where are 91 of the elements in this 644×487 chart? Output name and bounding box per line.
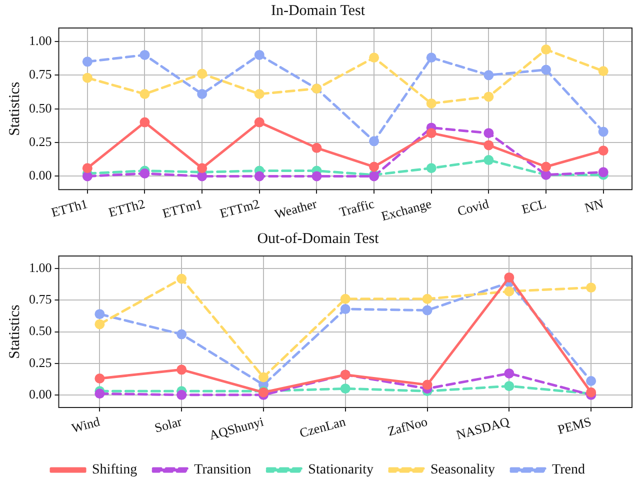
x-tick-label: Exchange <box>380 196 434 224</box>
y-tick-label: 1.00 <box>29 32 52 48</box>
point <box>197 68 208 79</box>
point <box>369 162 380 172</box>
point <box>426 163 436 174</box>
point <box>598 167 608 178</box>
point <box>176 390 187 400</box>
y-tick-label: 0.50 <box>29 323 52 338</box>
y-tick-label: 0.25 <box>29 134 52 149</box>
y-tick-label: 0.50 <box>29 100 52 116</box>
point <box>504 272 514 282</box>
y-tick-label: 0.00 <box>29 386 52 402</box>
x-tick-label: CzenLan <box>298 414 348 440</box>
point <box>586 376 596 386</box>
point <box>197 89 208 100</box>
x-tick-label: ETTh1 <box>50 196 90 220</box>
point <box>484 155 494 166</box>
point <box>140 50 150 60</box>
point <box>94 309 105 320</box>
point <box>504 286 514 296</box>
chart-title: Out-of-Domain Test <box>257 230 380 247</box>
x-tick-label: Wind <box>70 414 102 436</box>
x-tick-label: Solar <box>152 414 184 436</box>
legend-label: Trend <box>552 462 585 478</box>
point <box>82 56 92 67</box>
point <box>254 117 264 128</box>
point <box>340 304 350 314</box>
point <box>422 294 432 304</box>
point <box>369 52 380 63</box>
point <box>484 140 494 150</box>
point <box>340 294 350 304</box>
point <box>176 329 187 340</box>
point <box>426 128 436 138</box>
x-tick-label: NN <box>582 196 606 216</box>
point <box>140 168 150 178</box>
point <box>94 388 105 399</box>
point <box>369 136 380 146</box>
x-tick-label: NASDAQ <box>454 414 512 442</box>
x-tick-label: Covid <box>456 196 491 219</box>
x-tick-label: PEMS <box>556 414 593 438</box>
y-tick-label: 0.25 <box>29 354 52 370</box>
point <box>140 89 150 100</box>
legend-label: Stationarity <box>308 462 374 478</box>
point <box>82 163 92 174</box>
y-axis-title: Statistics <box>6 82 23 136</box>
chart-title: In-Domain Test <box>270 2 366 19</box>
point <box>254 50 264 60</box>
x-tick-label: ZafNoo <box>386 414 429 439</box>
x-tick-label: ETTh2 <box>106 196 146 220</box>
point <box>94 319 105 330</box>
point <box>426 52 436 63</box>
point <box>598 66 608 76</box>
y-tick-label: 0.75 <box>29 66 52 82</box>
point <box>504 381 514 392</box>
point <box>176 274 187 284</box>
point <box>586 282 596 293</box>
point <box>422 305 432 316</box>
point <box>504 368 514 378</box>
y-tick-label: 1.00 <box>29 260 52 276</box>
point <box>541 44 552 55</box>
x-tick-label: Traffic <box>338 196 376 220</box>
y-tick-label: 0.00 <box>29 168 52 183</box>
point <box>312 142 322 153</box>
point <box>484 70 494 80</box>
point <box>140 117 150 128</box>
point <box>598 126 608 137</box>
point <box>254 89 264 100</box>
x-tick-label: ETTm2 <box>218 196 262 221</box>
point <box>312 171 322 182</box>
legend-label: Shifting <box>92 462 138 478</box>
point <box>176 364 187 375</box>
point <box>484 92 494 102</box>
x-tick-label: ECL <box>520 196 548 217</box>
point <box>541 64 552 75</box>
point <box>258 372 268 382</box>
point <box>82 72 92 83</box>
point <box>197 163 208 174</box>
y-axis-title: Statistics <box>6 304 23 359</box>
point <box>541 162 552 172</box>
legend-label: Transition <box>194 462 252 478</box>
point <box>340 384 350 394</box>
x-tick-label: Weather <box>272 196 320 222</box>
y-tick-label: 0.75 <box>29 292 52 307</box>
point <box>254 171 264 182</box>
point <box>426 98 436 108</box>
point <box>94 373 105 384</box>
legend-label: Seasonality <box>430 462 496 478</box>
point <box>598 146 608 156</box>
point <box>484 128 494 138</box>
x-tick-label: ETTm1 <box>160 196 204 221</box>
point <box>422 380 432 390</box>
